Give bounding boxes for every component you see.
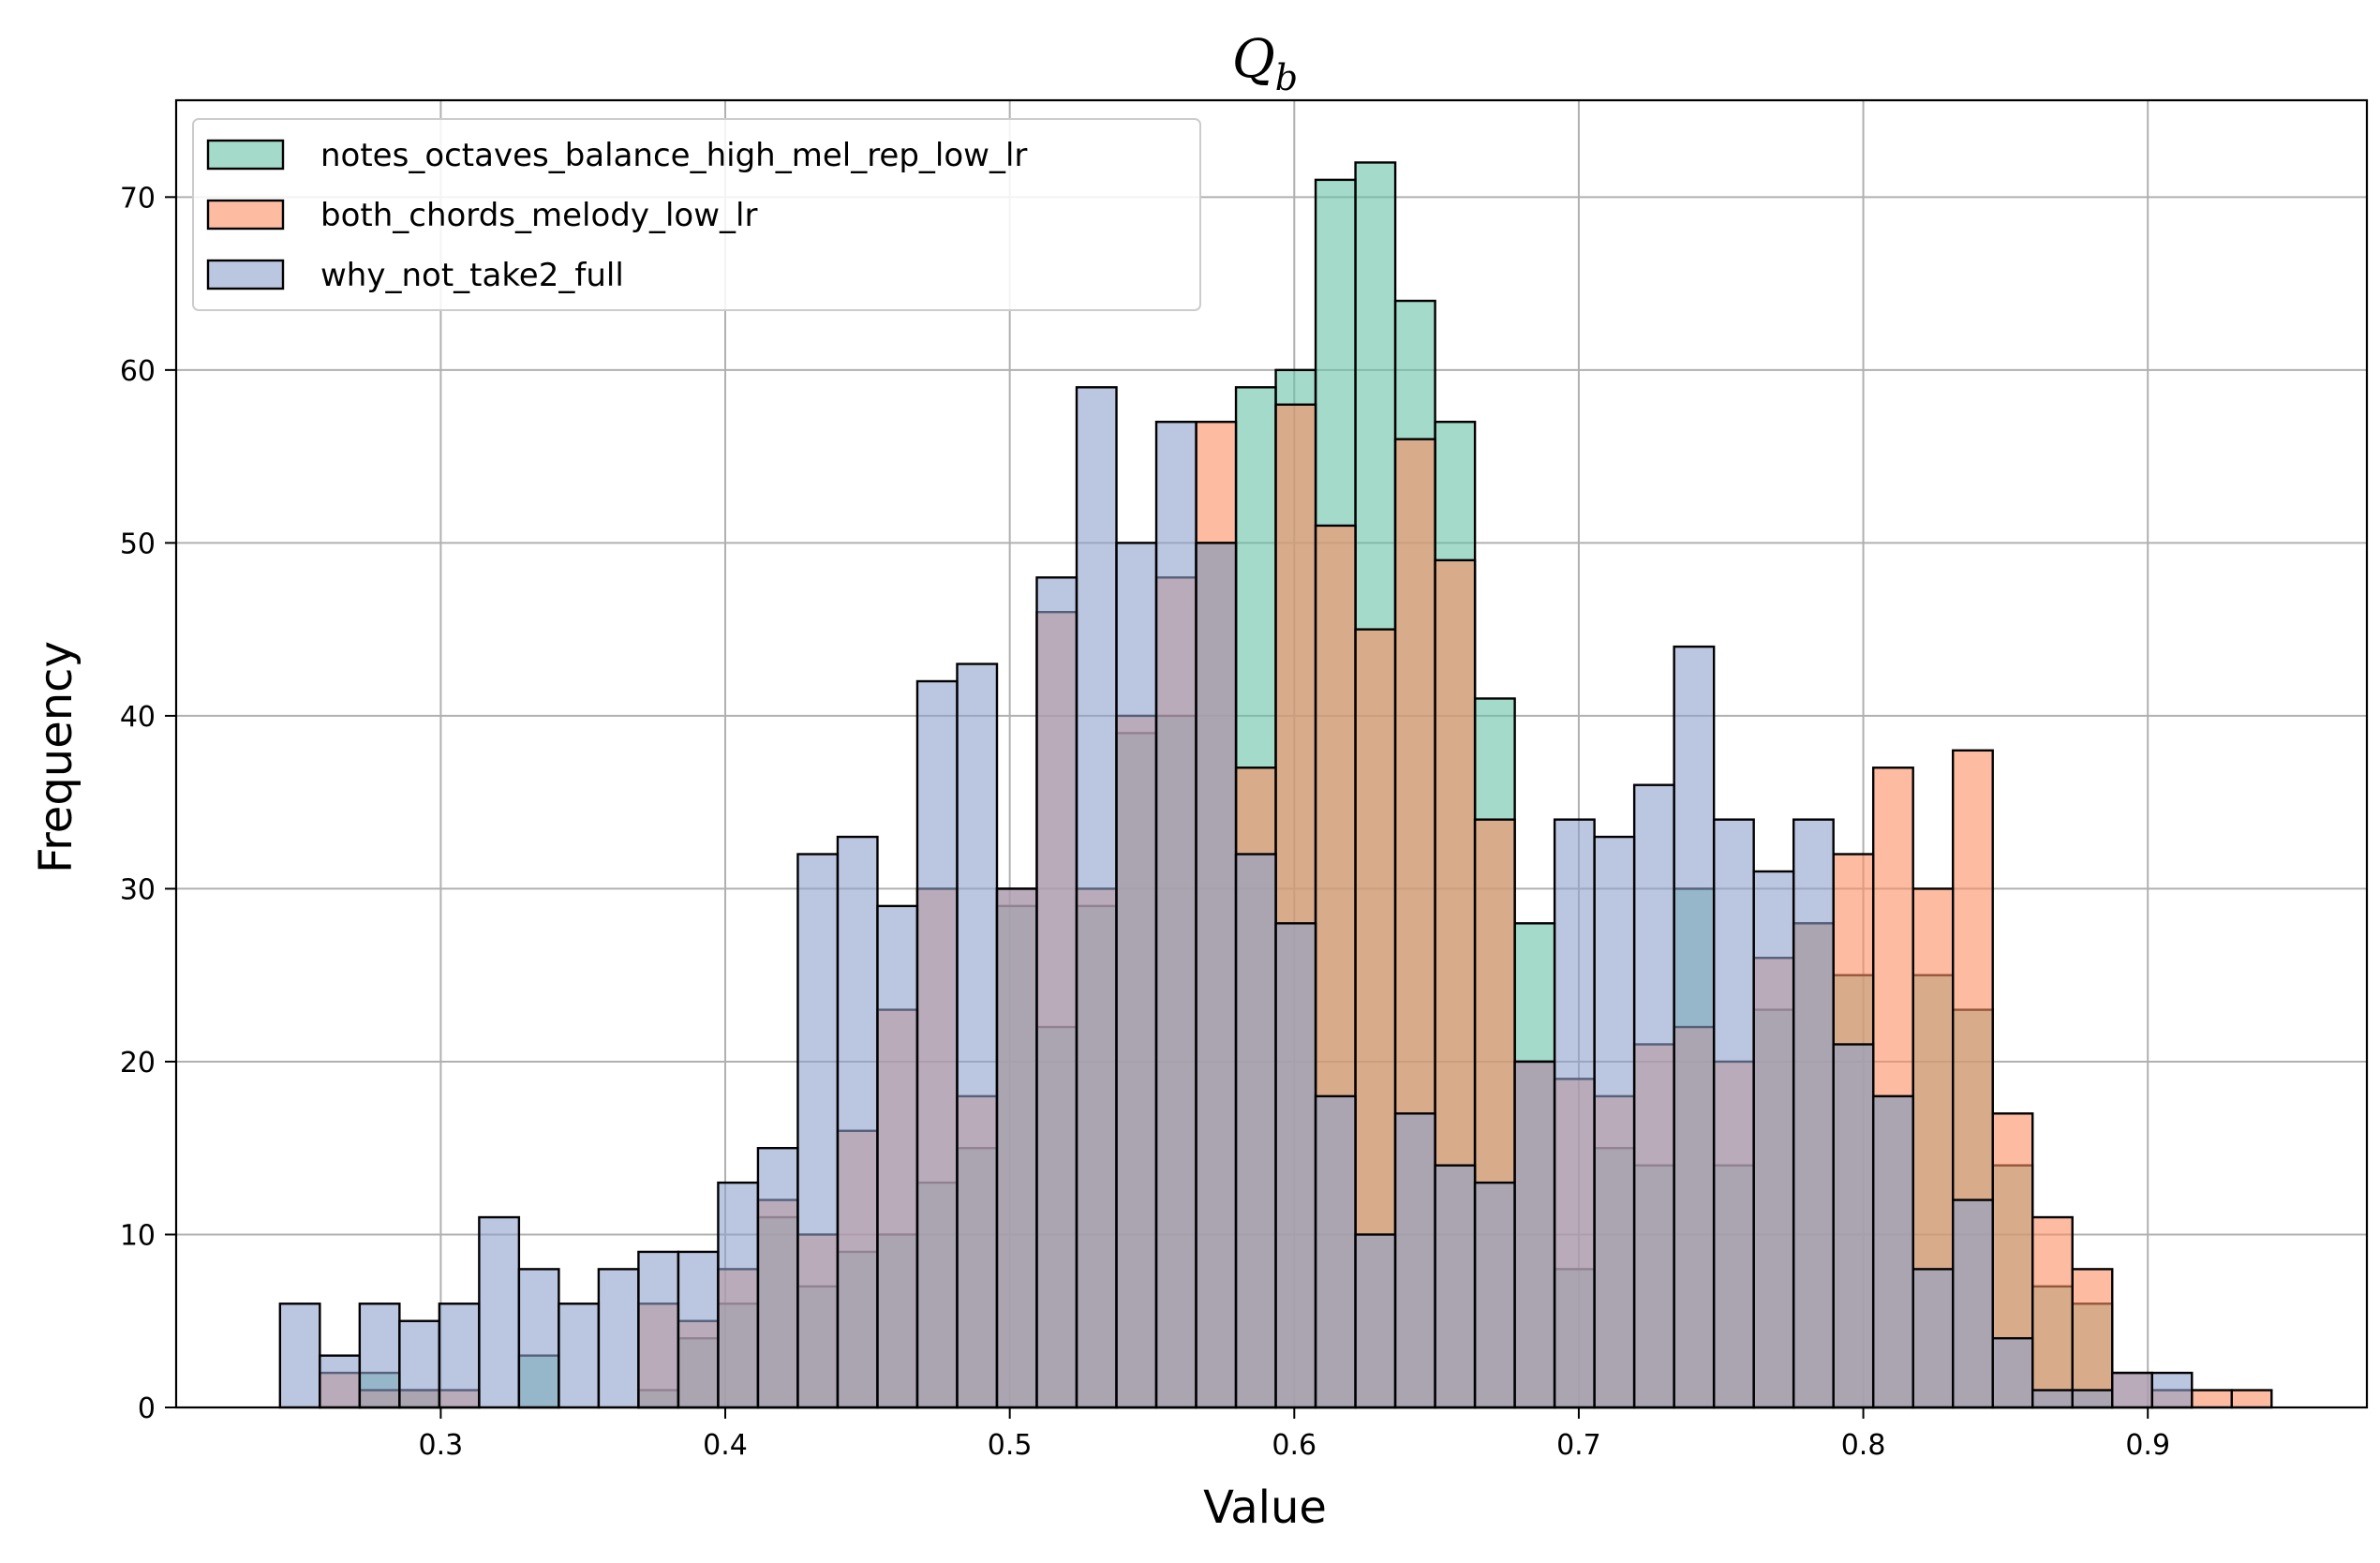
title-main: Q xyxy=(1232,29,1275,90)
legend-swatch xyxy=(206,259,285,290)
histogram-bar xyxy=(756,1147,799,1409)
histogram-bar xyxy=(2071,1389,2114,1409)
histogram-bar xyxy=(1991,1336,2034,1409)
y-tick-label: 10 xyxy=(120,1219,156,1252)
x-tick-label: 0.5 xyxy=(988,1429,1033,1462)
histogram-bar xyxy=(1434,1164,1477,1409)
histogram-bar xyxy=(358,1302,401,1409)
y-tick-label: 20 xyxy=(120,1047,156,1079)
histogram-bar xyxy=(278,1302,321,1409)
y-tick-label: 0 xyxy=(138,1392,156,1425)
x-tick-label: 0.6 xyxy=(1272,1429,1316,1462)
histogram-bar xyxy=(1952,1198,1994,1409)
legend: notes_octaves_balance_high_mel_rep_low_l… xyxy=(192,118,1201,311)
histogram-bar xyxy=(1274,922,1317,1409)
legend-label: why_not_take2_full xyxy=(320,257,624,294)
title-subscript: b xyxy=(1275,57,1298,98)
legend-swatch xyxy=(206,199,285,231)
histogram-bar xyxy=(319,1354,362,1409)
histogram-bar xyxy=(876,904,919,1409)
histogram-bar xyxy=(1871,1094,1914,1409)
y-tick-label: 50 xyxy=(120,528,156,560)
y-axis-label: Frequency xyxy=(30,641,82,873)
histogram-bar xyxy=(1632,783,1675,1409)
histogram-bar xyxy=(558,1302,601,1409)
histogram-bar xyxy=(1314,1094,1357,1409)
histogram-bar xyxy=(2031,1215,2074,1409)
histogram-bar xyxy=(597,1268,640,1409)
y-tick-label: 70 xyxy=(120,182,156,215)
histogram-bar xyxy=(836,835,879,1409)
chart-title: Qb xyxy=(1232,29,1298,98)
plot-frame xyxy=(174,98,2369,1409)
histogram-bar xyxy=(677,1250,720,1409)
histogram-bar xyxy=(478,1215,521,1409)
histogram-bar xyxy=(517,1268,560,1409)
histogram-bar xyxy=(796,853,840,1409)
histogram-bar xyxy=(2111,1371,2153,1409)
histogram-bar xyxy=(915,679,959,1409)
histogram-bar xyxy=(995,887,1038,1409)
histogram-bar xyxy=(2191,1389,2233,1409)
x-tick-label: 0.4 xyxy=(703,1429,748,1462)
histogram-bar xyxy=(2230,1389,2273,1409)
legend-label: notes_octaves_balance_high_mel_rep_low_l… xyxy=(320,137,1027,174)
histogram-bar xyxy=(2071,1268,2114,1409)
y-tick-label: 30 xyxy=(120,873,156,906)
x-tick-label: 0.8 xyxy=(1841,1429,1886,1462)
x-tick-label: 0.7 xyxy=(1556,1429,1601,1462)
y-axis-ticks: 0 10 20 30 40 50 60 70 xyxy=(120,182,176,1425)
histogram-bar xyxy=(1832,1043,1875,1409)
histogram-bar xyxy=(1792,818,1835,1409)
histogram-bar xyxy=(1593,835,1636,1409)
histogram-bar xyxy=(1195,542,1238,1409)
histogram-bar xyxy=(1354,1233,1397,1409)
y-tick-label: 60 xyxy=(120,355,156,388)
histogram-bar xyxy=(1673,645,1716,1409)
histogram-bar xyxy=(1234,853,1277,1409)
histogram-bar xyxy=(398,1319,441,1409)
x-axis-label: Value xyxy=(1203,1481,1327,1534)
legend-box xyxy=(192,118,1201,311)
histogram-bar xyxy=(1712,818,1755,1409)
histogram-bar xyxy=(1154,421,1197,1409)
legend-label: both_chords_melody_low_lr xyxy=(320,197,757,234)
histogram-bar xyxy=(2150,1371,2194,1409)
histogram-bar xyxy=(2031,1389,2074,1409)
histogram-bar xyxy=(1035,576,1078,1409)
x-tick-label: 0.9 xyxy=(2125,1429,2170,1462)
histogram-bar xyxy=(1393,1112,1436,1409)
x-tick-label: 0.3 xyxy=(419,1429,464,1462)
histogram-bar xyxy=(1553,818,1596,1409)
histogram-bar xyxy=(637,1250,680,1409)
legend-swatch xyxy=(206,139,285,171)
histogram-bar xyxy=(1513,1060,1556,1409)
histogram-bar xyxy=(717,1181,760,1409)
histogram-bar xyxy=(1911,1268,1955,1409)
histogram-bar xyxy=(956,662,999,1409)
histogram-bar xyxy=(1752,870,1795,1409)
histogram-bar xyxy=(438,1302,481,1409)
histogram-bar xyxy=(1115,542,1158,1409)
histogram-bar xyxy=(1075,386,1118,1409)
x-axis-ticks: 0.3 0.4 0.5 0.6 0.7 0.8 0.9 xyxy=(419,1407,2170,1462)
y-tick-label: 40 xyxy=(120,701,156,734)
histogram-bar xyxy=(1473,1181,1516,1409)
